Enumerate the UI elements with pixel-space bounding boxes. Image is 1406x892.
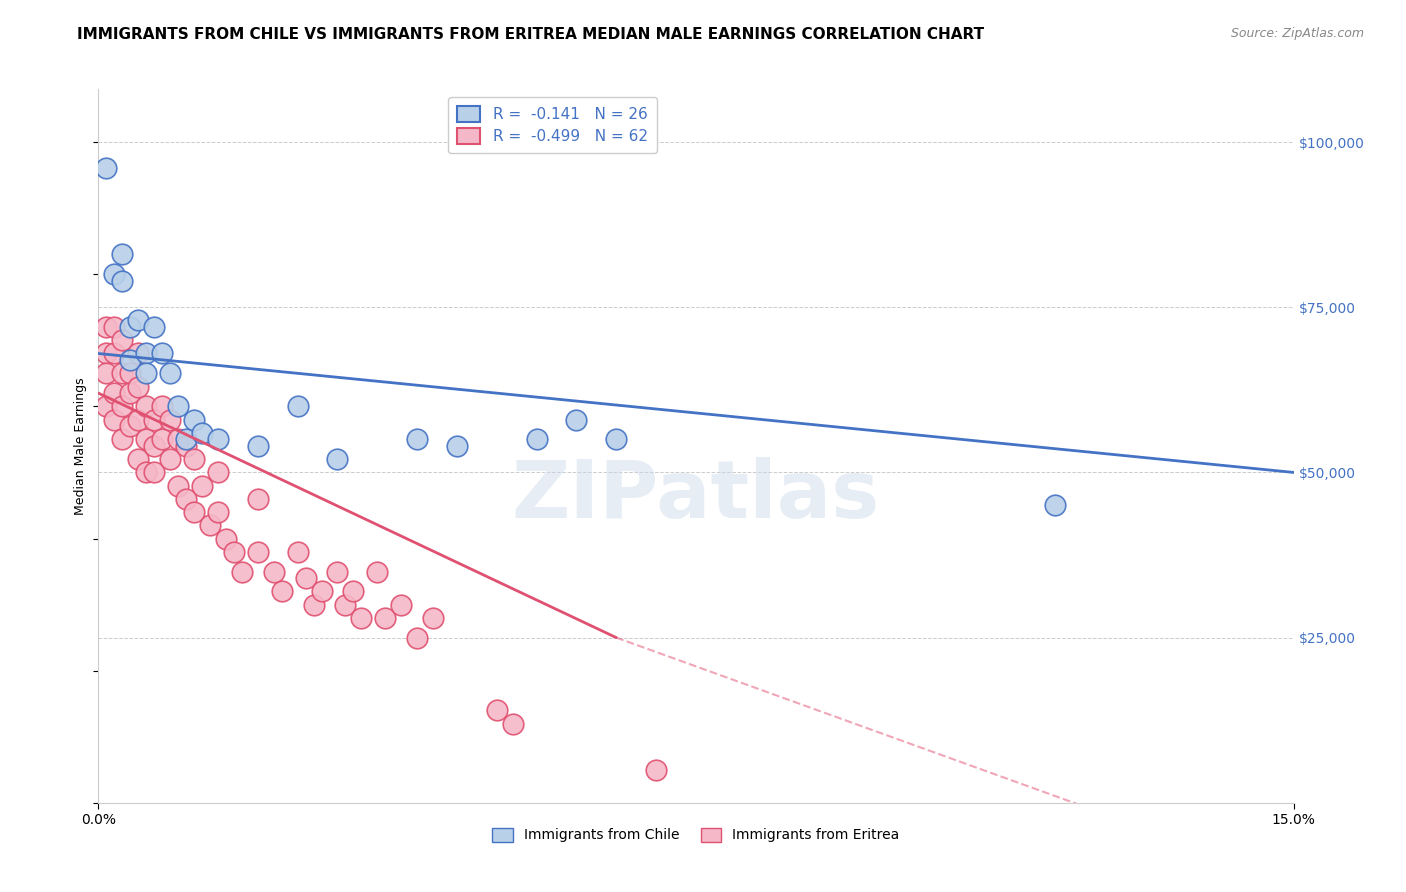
Point <box>120 353 142 368</box>
Point <box>111 433 134 447</box>
Point <box>406 631 429 645</box>
Point <box>326 565 349 579</box>
Point <box>167 433 190 447</box>
Point <box>143 412 166 426</box>
Point <box>103 320 125 334</box>
Point <box>183 412 205 426</box>
Point <box>183 452 205 467</box>
Point <box>159 412 181 426</box>
Point <box>174 491 197 506</box>
Point <box>565 412 588 426</box>
Point <box>222 545 245 559</box>
Point <box>167 478 190 492</box>
Point <box>183 505 205 519</box>
Text: Source: ZipAtlas.com: Source: ZipAtlas.com <box>1230 27 1364 40</box>
Point <box>127 412 149 426</box>
Point <box>406 433 429 447</box>
Point <box>270 584 292 599</box>
Point <box>120 419 142 434</box>
Point <box>207 466 229 480</box>
Point <box>143 320 166 334</box>
Point <box>127 313 149 327</box>
Point <box>645 763 668 777</box>
Point <box>422 611 444 625</box>
Point <box>311 584 333 599</box>
Point <box>135 346 157 360</box>
Point <box>485 703 508 717</box>
Point <box>127 379 149 393</box>
Point <box>326 452 349 467</box>
Point <box>103 386 125 401</box>
Point <box>350 611 373 625</box>
Point <box>231 565 253 579</box>
Point <box>96 320 118 334</box>
Point <box>342 584 364 599</box>
Point <box>111 274 134 288</box>
Point <box>191 478 214 492</box>
Point <box>159 452 181 467</box>
Point <box>263 565 285 579</box>
Point <box>287 545 309 559</box>
Point <box>135 466 157 480</box>
Point <box>150 400 173 414</box>
Point <box>294 571 316 585</box>
Point <box>96 400 118 414</box>
Point <box>207 433 229 447</box>
Point <box>135 367 157 381</box>
Point <box>111 367 134 381</box>
Point <box>143 466 166 480</box>
Point <box>96 346 118 360</box>
Point <box>111 333 134 347</box>
Point <box>135 433 157 447</box>
Point <box>96 161 118 176</box>
Point <box>366 565 388 579</box>
Point <box>198 518 221 533</box>
Point <box>103 267 125 281</box>
Point <box>287 400 309 414</box>
Point <box>120 386 142 401</box>
Point <box>502 716 524 731</box>
Point <box>120 367 142 381</box>
Point <box>143 439 166 453</box>
Point <box>191 425 214 440</box>
Point <box>120 320 142 334</box>
Point <box>127 346 149 360</box>
Point <box>167 400 190 414</box>
Point <box>207 505 229 519</box>
Legend: Immigrants from Chile, Immigrants from Eritrea: Immigrants from Chile, Immigrants from E… <box>485 821 907 849</box>
Point <box>96 367 118 381</box>
Text: ZIPatlas: ZIPatlas <box>512 457 880 535</box>
Point <box>150 346 173 360</box>
Point <box>335 598 357 612</box>
Point <box>111 247 134 261</box>
Point <box>302 598 325 612</box>
Point <box>174 433 197 447</box>
Y-axis label: Median Male Earnings: Median Male Earnings <box>73 377 87 515</box>
Point <box>605 433 627 447</box>
Point <box>389 598 412 612</box>
Point <box>127 452 149 467</box>
Point <box>215 532 238 546</box>
Point <box>246 545 269 559</box>
Point <box>374 611 396 625</box>
Point <box>159 367 181 381</box>
Point <box>246 491 269 506</box>
Point <box>111 400 134 414</box>
Point <box>246 439 269 453</box>
Point <box>446 439 468 453</box>
Text: IMMIGRANTS FROM CHILE VS IMMIGRANTS FROM ERITREA MEDIAN MALE EARNINGS CORRELATIO: IMMIGRANTS FROM CHILE VS IMMIGRANTS FROM… <box>77 27 984 42</box>
Point <box>103 412 125 426</box>
Point <box>135 400 157 414</box>
Point <box>103 346 125 360</box>
Point <box>150 433 173 447</box>
Point <box>1043 499 1066 513</box>
Point <box>174 439 197 453</box>
Point <box>526 433 548 447</box>
